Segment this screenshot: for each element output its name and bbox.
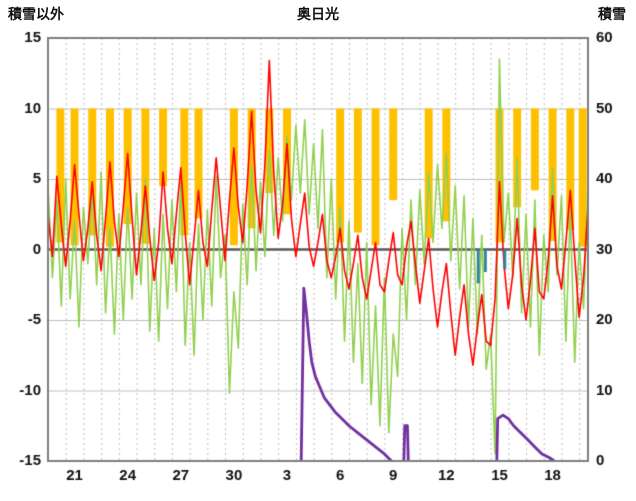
left-axis-title: 積雪以外 xyxy=(8,6,64,22)
right-axis-title: 積雪 xyxy=(598,6,626,22)
chart-title: 奥日光 xyxy=(297,6,339,22)
